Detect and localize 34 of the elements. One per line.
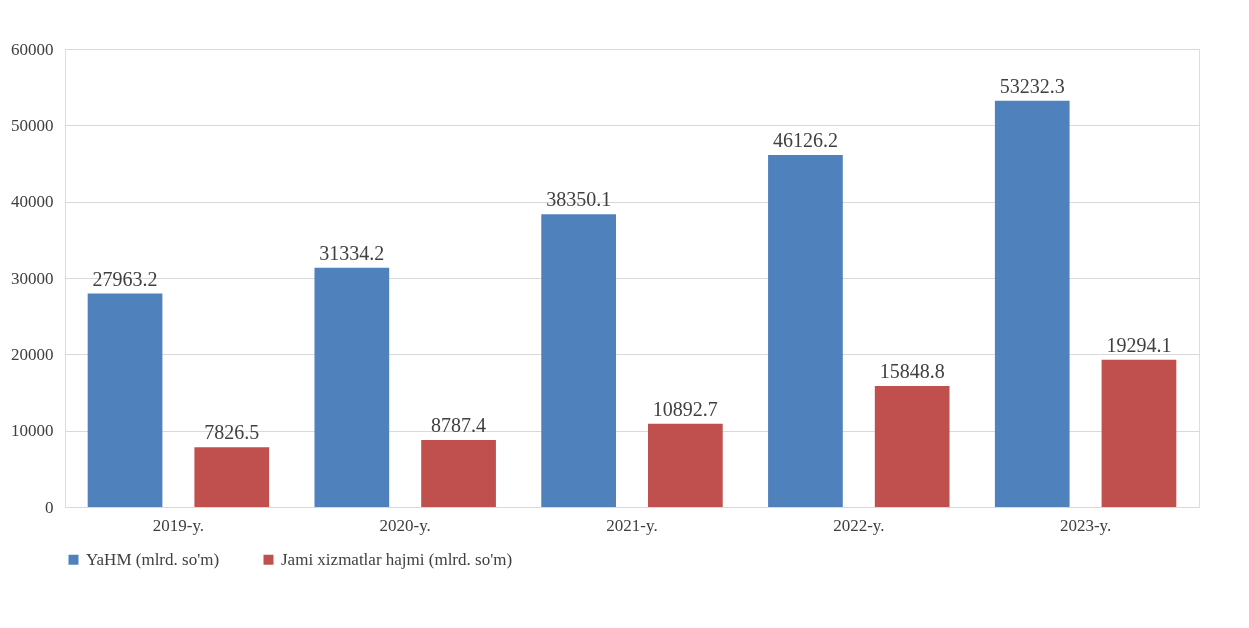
- data-label: 7826.5: [204, 421, 260, 444]
- data-label: 38350.1: [546, 188, 612, 211]
- data-label: 46126.2: [772, 128, 838, 151]
- bar: [421, 439, 496, 507]
- y-tick-label: 50000: [11, 115, 54, 135]
- x-tick-label: 2020-y.: [379, 515, 431, 535]
- x-tick-label: 2022-y.: [833, 515, 885, 535]
- y-tick-label: 30000: [11, 268, 54, 288]
- x-tick-label: 2019-y.: [152, 515, 205, 535]
- bar: [874, 386, 950, 507]
- legend-label: Jami xizmatlar hajmi (mlrd. so'm): [281, 549, 513, 569]
- data-label: 10892.7: [652, 397, 718, 420]
- bar: [994, 100, 1070, 507]
- bar: [194, 447, 270, 507]
- bar: [648, 423, 723, 507]
- x-tick-label: 2021-y.: [606, 515, 658, 535]
- bar: [541, 214, 616, 507]
- y-tick-label: 10000: [11, 421, 54, 441]
- data-label: 19294.1: [1106, 333, 1172, 356]
- data-label: 53232.3: [999, 74, 1065, 97]
- bar: [1101, 359, 1177, 507]
- y-tick-label: 60000: [11, 39, 54, 59]
- bar: [768, 154, 843, 507]
- y-tick-label: 20000: [11, 344, 54, 364]
- bar: [87, 293, 163, 507]
- y-tick-label: 0: [45, 497, 54, 517]
- data-label: 15848.8: [879, 360, 945, 383]
- data-label: 31334.2: [319, 241, 385, 264]
- bar: [314, 267, 390, 507]
- legend-label: YaHM (mlrd. so'm): [86, 549, 220, 569]
- data-label: 27963.2: [92, 267, 158, 290]
- data-label: 8787.4: [431, 413, 487, 436]
- x-tick-label: 2023-y.: [1059, 515, 1112, 535]
- y-tick-label: 40000: [11, 192, 54, 212]
